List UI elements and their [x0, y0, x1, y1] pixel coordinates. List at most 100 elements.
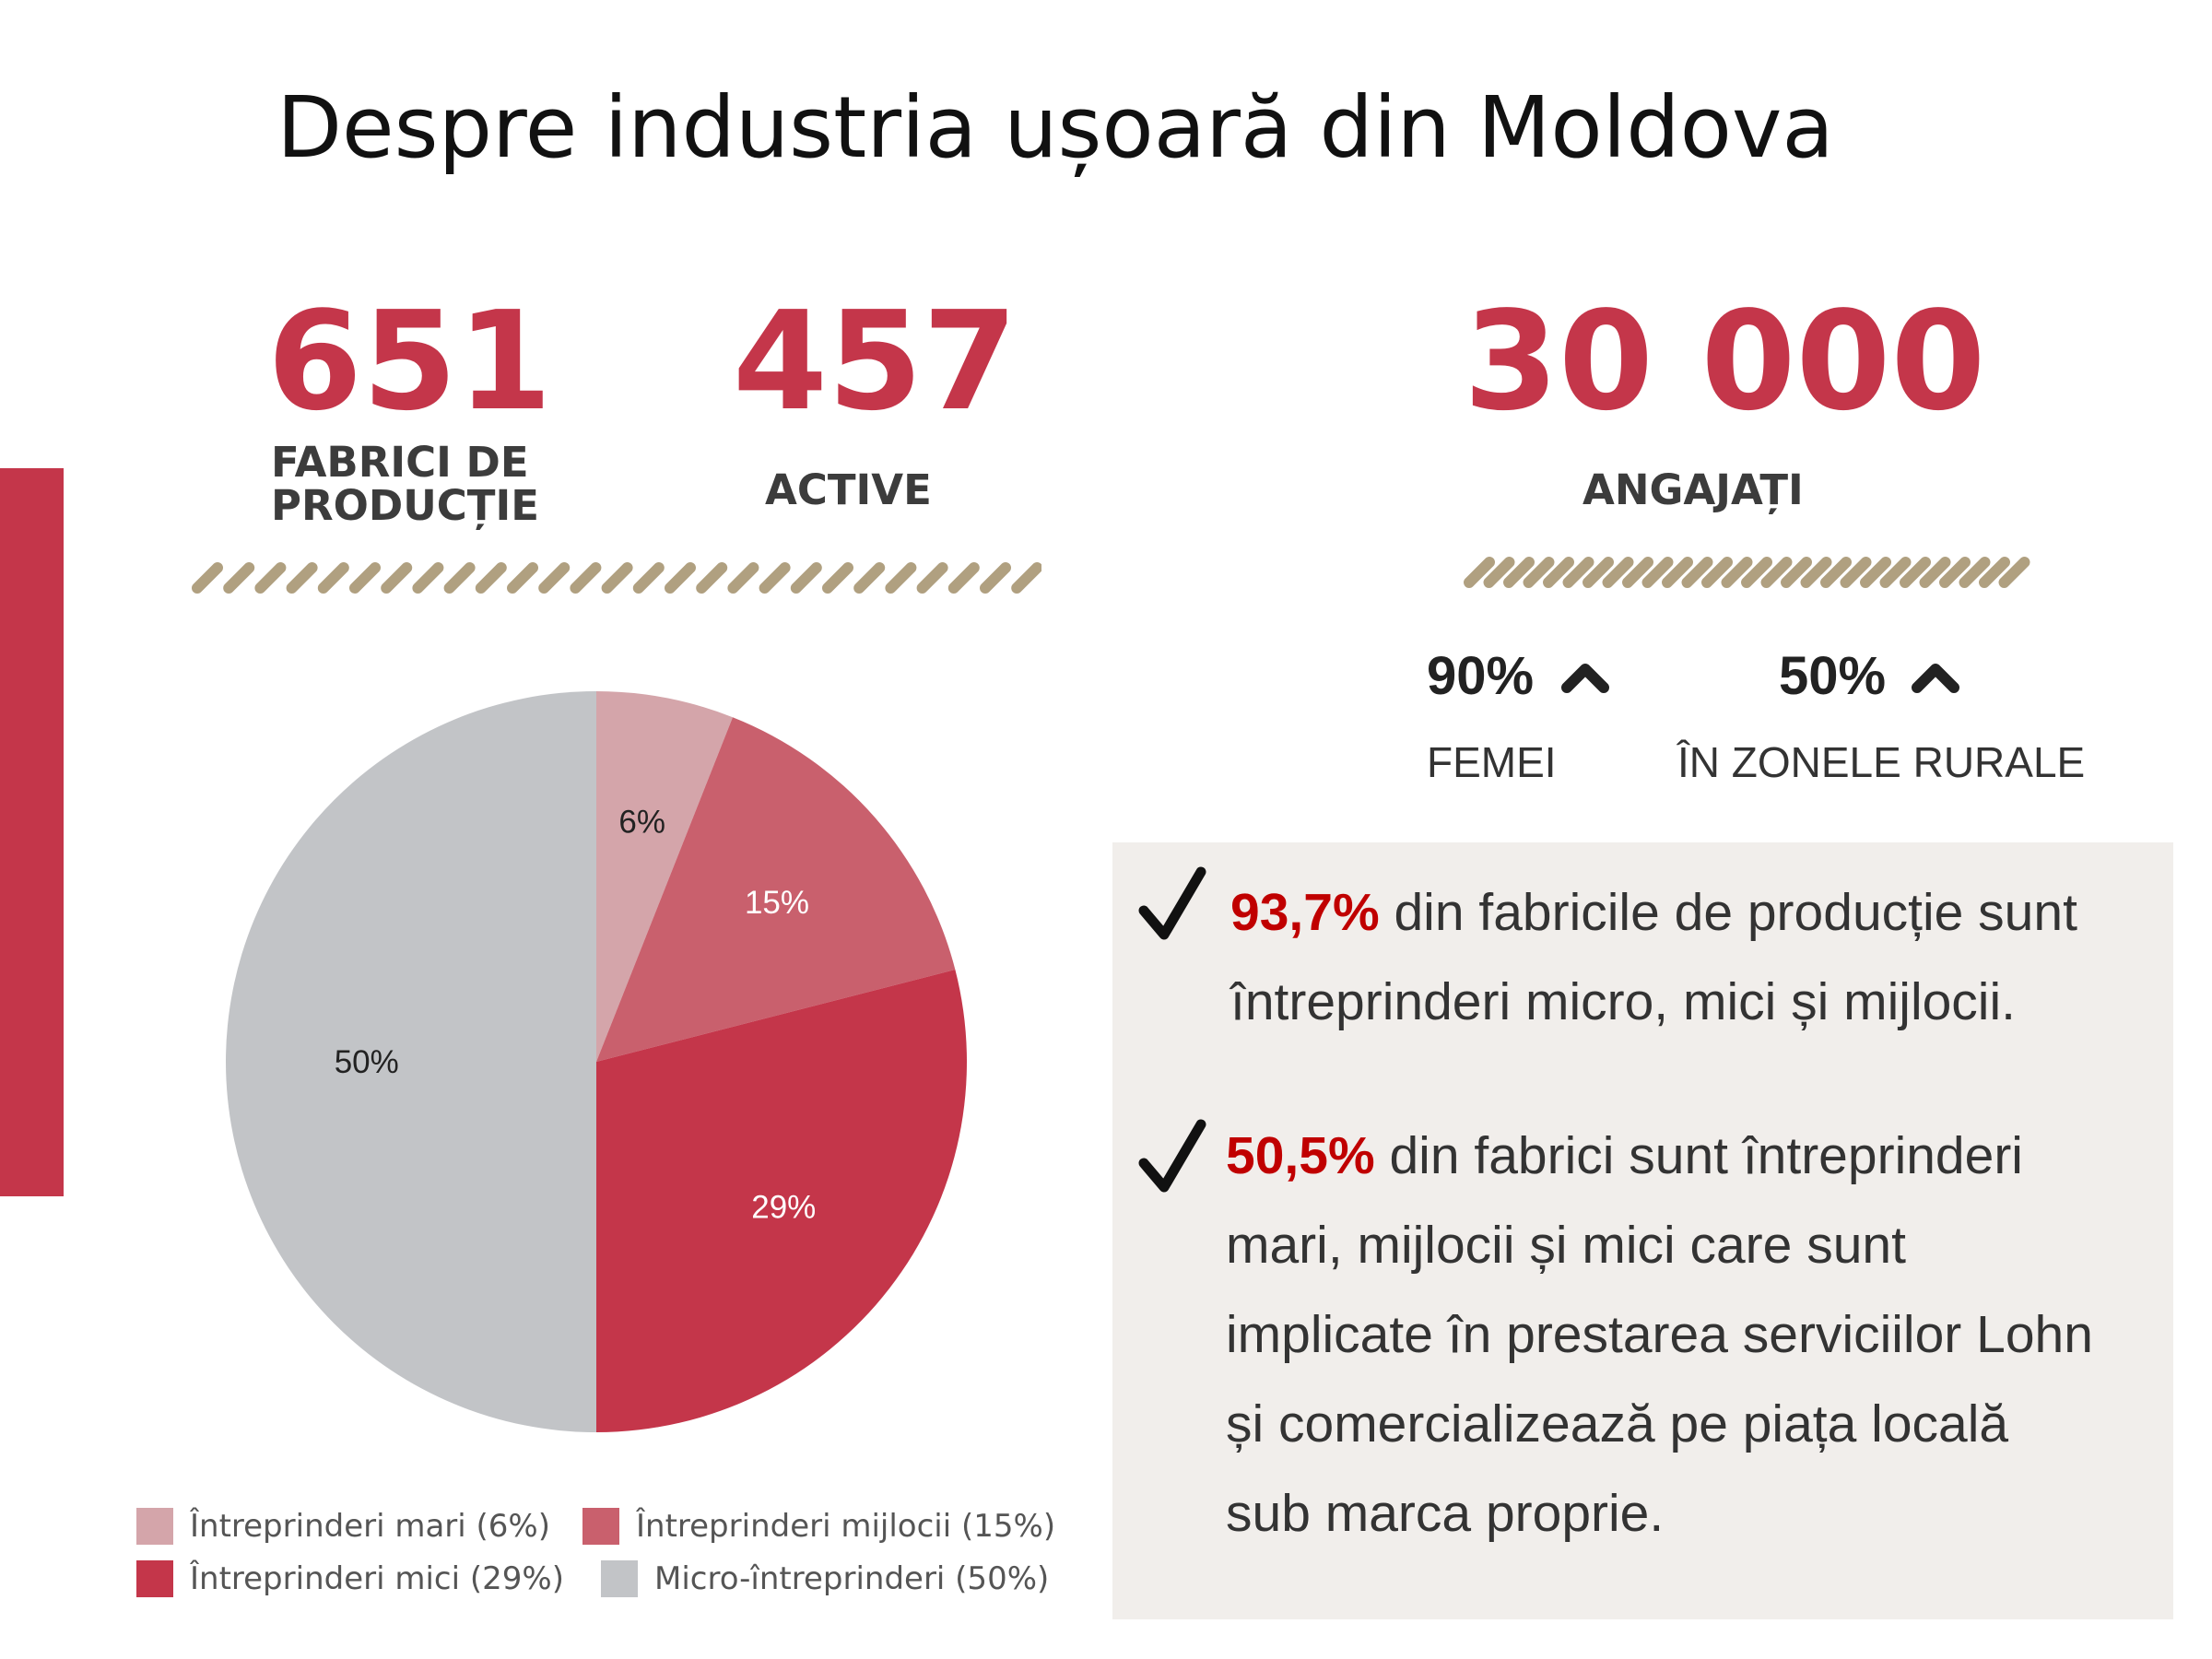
hatch-stroke — [1523, 557, 1555, 588]
hatch-stroke — [286, 562, 318, 594]
hatch-stroke — [254, 562, 287, 594]
hatch-stroke — [1543, 557, 1574, 588]
hatch-stroke — [1900, 557, 1931, 588]
fact-1-line-2: întreprinderi micro, mici și mijlocii. — [1230, 972, 2016, 1031]
hatch-divider-right — [1456, 553, 2037, 596]
hatch-stroke — [507, 562, 538, 594]
hatch-stroke — [1781, 557, 1812, 588]
hatch-stroke — [885, 562, 917, 594]
factories-label-line1: FABRICI DE — [271, 438, 529, 487]
fact-2-text-1: din fabrici sunt întreprinderi — [1389, 1126, 2023, 1185]
hatch-stroke — [632, 562, 665, 594]
women-percent: 90% — [1427, 646, 1535, 706]
hatch-stroke — [727, 562, 759, 594]
pie-slice-3 — [596, 970, 968, 1432]
hatch-stroke — [696, 562, 728, 594]
rural-percent-row: 50% — [1779, 645, 1960, 707]
hatch-stroke — [1800, 557, 1832, 588]
fact-2-highlight: 50,5% — [1226, 1126, 1375, 1185]
active-count: 457 — [733, 282, 1018, 441]
hatch-stroke — [1503, 557, 1535, 588]
factories-label-line2: PRODUCȚIE — [271, 481, 539, 531]
legend-item-micro: Micro-întreprinderi (50%) — [601, 1560, 1049, 1597]
hatch-stroke — [947, 562, 980, 594]
hatch-stroke — [1919, 557, 1951, 588]
checkmark-icon — [1138, 866, 1206, 940]
fact-1-text-1: din fabricile de producție sunt — [1394, 883, 2077, 942]
hatch-stroke — [822, 562, 853, 594]
page-title: Despre industria ușoară din Moldova — [276, 78, 1834, 177]
hatch-stroke — [223, 562, 255, 594]
fact-2: 50,5% din fabrici sunt întreprinderi mar… — [1226, 1112, 2166, 1559]
hatch-stroke — [1483, 557, 1515, 588]
hatch-stroke — [570, 562, 602, 594]
legend-label-medium: Întreprinderi mijlocii (15%) — [636, 1508, 1056, 1545]
hatch-stroke — [1583, 557, 1614, 588]
fact-2-line-5: sub marca proprie. — [1226, 1484, 1665, 1543]
employees-label: ANGAJAȚI — [1583, 465, 1804, 514]
rural-percent: 50% — [1779, 646, 1887, 706]
hatch-stroke — [1820, 557, 1852, 588]
pie-chart: 6% 15% 29% 50% — [226, 691, 968, 1432]
pie-slice-1 — [596, 691, 733, 1062]
hatch-stroke — [1879, 557, 1912, 588]
hatch-stroke — [853, 562, 886, 594]
hatch-stroke — [1998, 557, 2030, 588]
hatch-stroke — [475, 562, 507, 594]
factories-count: 651 — [267, 282, 552, 441]
active-label: ACTIVE — [765, 465, 932, 514]
caret-up-icon — [1912, 663, 1960, 693]
hatch-stroke — [1011, 562, 1043, 594]
hatch-stroke — [1721, 557, 1753, 588]
hatch-stroke — [1939, 557, 1971, 588]
hatch-stroke — [759, 562, 791, 594]
checkmark-icon — [1138, 1119, 1206, 1193]
pie-label-2: 15% — [745, 885, 809, 921]
fact-1-highlight: 93,7% — [1230, 883, 1380, 942]
legend-swatch-small — [136, 1560, 173, 1597]
pie-label-4: 50% — [335, 1044, 399, 1080]
fact-2-line-1: 50,5% din fabrici sunt întreprinderi — [1226, 1112, 2166, 1201]
hatch-stroke — [1622, 557, 1653, 588]
pie-slice-4 — [226, 691, 596, 1432]
fact-2-line-4: și comercializează pe piața locală — [1226, 1394, 2009, 1453]
hatch-stroke — [1840, 557, 1872, 588]
legend-label-large: Întreprinderi mari (6%) — [190, 1508, 550, 1545]
hatch-stroke — [1641, 557, 1674, 588]
legend-label-micro: Micro-întreprinderi (50%) — [654, 1560, 1050, 1597]
women-percent-row: 90% — [1427, 645, 1610, 707]
hatch-stroke — [1959, 557, 1991, 588]
hatch-stroke — [381, 562, 413, 594]
hatch-stroke — [1602, 557, 1634, 588]
hatch-stroke — [1681, 557, 1713, 588]
hatch-stroke — [1662, 557, 1693, 588]
pie-slice-2 — [596, 717, 956, 1062]
hatch-stroke — [1464, 557, 1495, 588]
hatch-stroke — [443, 562, 476, 594]
pie-label-1: 6% — [618, 804, 665, 840]
fact-2-line-3: implicate în prestarea serviciilor Lohn — [1226, 1305, 2093, 1364]
hatch-stroke — [1741, 557, 1772, 588]
hatch-stroke — [349, 562, 381, 594]
hatch-stroke — [790, 562, 822, 594]
hatch-stroke — [317, 562, 349, 594]
hatch-stroke — [412, 562, 444, 594]
hatch-stroke — [916, 562, 948, 594]
fact-1-line-1: 93,7% din fabricile de producție sunt — [1230, 868, 2152, 958]
factories-label: FABRICI DE PRODUCȚIE — [271, 441, 539, 528]
pie-label-3: 29% — [751, 1190, 816, 1226]
legend-item-small: Întreprinderi mici (29%) — [136, 1560, 564, 1597]
fact-1: 93,7% din fabricile de producție sunt în… — [1230, 868, 2152, 1047]
caret-up-icon — [1561, 663, 1610, 693]
legend-swatch-medium — [582, 1508, 619, 1545]
legend-swatch-micro — [601, 1560, 638, 1597]
hatch-stroke — [665, 562, 696, 594]
legend-swatch-large — [136, 1508, 173, 1545]
rural-label: ÎN ZONELE RURALE — [1677, 738, 2086, 786]
hatch-stroke — [1860, 557, 1891, 588]
employees-count: 30 000 — [1464, 282, 1986, 441]
hatch-divider-left — [184, 559, 1043, 602]
hatch-stroke — [1760, 557, 1793, 588]
hatch-stroke — [1701, 557, 1733, 588]
fact-2-line-2: mari, mijlocii și mici care sunt — [1226, 1216, 1906, 1275]
